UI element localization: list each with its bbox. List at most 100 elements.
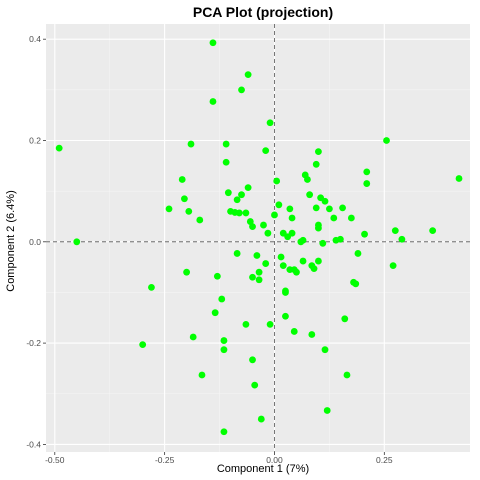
data-point [238, 191, 245, 199]
x-tick-label: -0.50 [45, 455, 65, 465]
data-point [330, 214, 338, 222]
y-tick-label: -0.2 [26, 338, 41, 348]
data-point [264, 229, 272, 237]
data-point [187, 140, 195, 148]
data-point [288, 229, 296, 237]
data-point [282, 289, 289, 296]
data-point [323, 407, 331, 414]
data-point [266, 320, 274, 328]
data-point [282, 312, 289, 320]
data-point [389, 262, 397, 270]
data-point [319, 239, 327, 247]
data-point [271, 211, 278, 219]
data-point [277, 253, 285, 261]
data-point [273, 177, 281, 185]
reference-lines [46, 24, 470, 452]
x-axis-title: Component 1 (7%) [217, 463, 309, 475]
data-point [321, 197, 329, 205]
data-point [246, 218, 254, 225]
data-point [363, 168, 371, 176]
y-tick-label: 0.4 [29, 34, 41, 44]
y-axis-ticks: -0.4 -0.2 0.0 0.2 0.4 [26, 34, 46, 449]
data-point [293, 268, 300, 276]
data-point [299, 236, 307, 244]
x-tick-label: -0.25 [155, 455, 175, 465]
data-point [235, 209, 243, 217]
data-point [304, 176, 311, 183]
data-point [262, 147, 270, 155]
data-point [233, 196, 241, 204]
data-point [55, 144, 63, 152]
data-point [455, 175, 463, 182]
data-point [183, 268, 191, 276]
data-point [242, 320, 250, 328]
y-axis-title: Component 2 (6.4%) [5, 190, 17, 292]
data-point [347, 214, 355, 222]
data-point [352, 280, 360, 288]
x-tick-label: 0.25 [376, 455, 393, 465]
data-point [429, 227, 437, 235]
data-point [198, 371, 206, 379]
data-point [211, 309, 219, 317]
data-point [306, 191, 314, 199]
data-point [286, 205, 294, 213]
data-point [255, 276, 263, 284]
data-point [73, 238, 81, 246]
chart-title: PCA Plot (projection) [193, 4, 333, 20]
data-point [224, 189, 232, 197]
y-tick-label: -0.4 [26, 439, 41, 449]
data-point [244, 184, 252, 192]
data-point [354, 250, 362, 257]
data-point [288, 214, 296, 222]
data-point [315, 224, 322, 232]
data-point [139, 341, 147, 349]
data-point [220, 346, 228, 354]
data-point [209, 98, 217, 105]
data-point [196, 216, 204, 224]
x-tick-label: 0.00 [266, 455, 283, 465]
data-point [257, 415, 265, 423]
data-points [55, 39, 463, 436]
x-axis-ticks: -0.50 -0.25 0.00 0.25 [45, 452, 393, 465]
data-point [238, 86, 245, 94]
data-point [222, 158, 230, 166]
data-point [312, 160, 320, 168]
y-tick-label: 0.2 [29, 135, 41, 145]
data-point [244, 71, 252, 79]
data-point [321, 346, 329, 354]
data-point [299, 257, 307, 265]
data-point [336, 235, 344, 243]
data-point [391, 227, 399, 235]
data-point [185, 208, 193, 215]
data-point [343, 371, 351, 379]
data-point [315, 148, 322, 156]
data-point [181, 195, 188, 203]
data-point [249, 273, 256, 281]
data-point [363, 180, 371, 187]
data-point [308, 331, 316, 338]
data-point [339, 204, 346, 212]
data-point [315, 257, 322, 265]
y-tick-label: 0.0 [29, 237, 41, 247]
data-point [361, 230, 368, 238]
data-point [249, 223, 256, 231]
data-point [218, 295, 226, 303]
data-point [266, 119, 274, 127]
data-point [398, 235, 406, 243]
data-point [189, 333, 197, 341]
data-point [222, 140, 230, 148]
data-point [178, 176, 186, 183]
data-point [275, 201, 283, 209]
data-point [165, 205, 173, 213]
data-point [251, 381, 259, 389]
data-point [148, 283, 155, 291]
data-point [213, 272, 221, 280]
data-point [242, 209, 250, 217]
data-point [290, 328, 298, 335]
grid-lines [46, 24, 470, 452]
data-point [341, 315, 349, 323]
data-point [325, 205, 333, 213]
data-point [220, 428, 228, 436]
data-point [383, 137, 390, 144]
